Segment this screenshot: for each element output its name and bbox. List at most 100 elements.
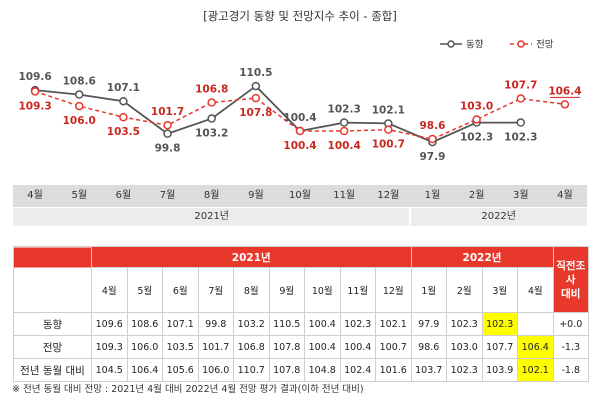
- data-point-1-3: [163, 120, 172, 130]
- footnote: ※ 전년 동월 대비 전망 : 2021년 4월 대비 2022년 4월 전망 …: [12, 384, 364, 395]
- year-separator: [409, 208, 412, 226]
- data-point-0-4: [207, 114, 216, 123]
- month-header: 9월: [268, 267, 305, 313]
- x-tick-label: 4월: [27, 190, 43, 201]
- data-point-0-11: [516, 118, 526, 127]
- data-table: 2021년 2022년 직전조사 대비 4월 5월 6월 7월 8월 9월 10월 11월 12월 1월 2…: [13, 246, 589, 382]
- legend-label-0: 동향: [466, 39, 484, 51]
- table-cell: 99.8: [197, 312, 234, 336]
- table-cell: 105.6: [162, 358, 199, 382]
- data-label-1-9: 98.6: [420, 120, 446, 132]
- data-label-1-3: 101.7: [151, 106, 184, 118]
- x-group-label: 2021년: [194, 211, 230, 222]
- table-cell: 107.1: [162, 312, 199, 336]
- table-cell: 101.7: [197, 335, 234, 359]
- table-header-years: 2021년 2022년 직전조사 대비: [13, 246, 589, 313]
- table-cell: 109.6: [91, 312, 128, 336]
- data-point-1-7: [339, 126, 349, 136]
- month-header: 10월: [304, 267, 341, 313]
- month-header: 7월: [197, 267, 234, 313]
- table-row: 동향 109.6 108.6 107.1 99.8 103.2 110.5 100.4 102.…: [13, 312, 589, 336]
- month-header: 2월: [446, 267, 483, 313]
- x-tick-label: 5월: [71, 190, 88, 201]
- table-cell: 100.4: [304, 312, 341, 336]
- data-point-1-9: [428, 134, 437, 144]
- data-point-0-1: [74, 90, 84, 99]
- data-point-1-4: [207, 98, 216, 107]
- data-label-0-8: 102.1: [372, 104, 405, 116]
- table-cell: 103.2: [233, 312, 270, 336]
- table-cell: 106.0: [197, 358, 234, 382]
- table-cell: 103.7: [410, 358, 447, 382]
- data-label-1-5: 107.8: [239, 107, 272, 119]
- data-point-0-7: [339, 118, 349, 127]
- x-tick-label: 6월: [115, 190, 132, 201]
- table-cell: 107.7: [481, 335, 518, 359]
- data-label-0-1: 108.6: [63, 76, 96, 88]
- data-point-1-8: [384, 125, 393, 134]
- data-point-1-6: [295, 126, 305, 136]
- data-label-0-3: 99.8: [155, 143, 181, 155]
- year-header: 2022년: [410, 246, 554, 268]
- table-cell: 106.8: [233, 335, 270, 359]
- legend-marker-1: [517, 40, 525, 48]
- table-cell: 102.1: [375, 312, 412, 336]
- diff-header-line: 직전조사: [556, 259, 586, 286]
- data-point-0-2: [119, 96, 128, 106]
- data-label-0-9: 97.9: [420, 151, 446, 163]
- table-cell: 110.7: [233, 358, 270, 382]
- data-label-0-6: 100.4: [283, 112, 316, 124]
- table-cell: 106.4: [126, 358, 163, 382]
- table-header-months: 4월 5월 6월 7월 8월 9월 10월 11월 12월 1월 2월 3월 4월: [14, 267, 589, 313]
- data-point-1-5: [251, 93, 261, 103]
- data-point-1-0: [30, 87, 40, 96]
- data-label-0-7: 102.3: [328, 104, 361, 116]
- data-label-1-4: 106.8: [195, 84, 228, 96]
- data-point-1-11: [516, 94, 526, 103]
- data-label-0-11: 102.3: [504, 132, 537, 144]
- data-point-1-10: [472, 115, 481, 124]
- month-header: 6월: [162, 267, 199, 313]
- month-header: 5월: [126, 267, 163, 313]
- month-header: 11월: [339, 267, 376, 313]
- table-cell: 102.3: [446, 312, 483, 336]
- data-label-1-7: 100.4: [328, 140, 361, 152]
- x-tick-label: 1월: [424, 190, 441, 201]
- table-cell: 107.8: [268, 358, 305, 382]
- table-cell: 98.6: [410, 335, 447, 359]
- x-tick-label: 9월: [248, 190, 264, 201]
- diff-value: +0.0: [552, 312, 589, 336]
- year-header: 2021년: [91, 246, 412, 268]
- row-label: 전망: [13, 335, 92, 359]
- table-corner: [13, 246, 92, 313]
- data-label-0-0: 109.6: [18, 71, 51, 83]
- table-cell: 100.7: [375, 335, 412, 359]
- table-cell: 108.6: [126, 312, 163, 336]
- table-cell: 106.0: [126, 335, 163, 359]
- diff-value: -1.3: [552, 335, 589, 359]
- x-tick-label: 10월: [289, 190, 311, 201]
- month-header: 12월: [375, 267, 412, 313]
- table-cell: 110.5: [268, 312, 305, 336]
- x-tick-label: 7월: [159, 190, 176, 201]
- data-label-0-5: 110.5: [239, 67, 272, 79]
- table-cell: [517, 312, 554, 336]
- table-cell: 104.8: [304, 358, 341, 382]
- x-tick-label: 2월: [468, 190, 485, 201]
- data-point-1-1: [74, 101, 84, 111]
- x-tick-label: 4월: [557, 190, 573, 201]
- legend-label-1: 전망: [536, 40, 554, 51]
- x-tick-label: 8월: [203, 190, 220, 201]
- data-label-1-8: 100.7: [372, 139, 405, 151]
- table-cell: 103.5: [162, 335, 199, 359]
- month-header: 8월: [233, 267, 270, 313]
- data-point-0-3: [163, 129, 172, 138]
- table-row: 전망 109.3 106.0 103.5 101.7 106.8 107.8 100.4 100…: [13, 335, 589, 359]
- data-label-1-1: 106.0: [63, 115, 96, 127]
- data-label-1-11: 107.7: [504, 80, 537, 92]
- chart-title: [광고경기 동향 및 전망지수 추이 - 종합]: [203, 9, 397, 23]
- row-label: 전년 동월 대비: [13, 358, 92, 382]
- x-axis-years: 2021년 2022년: [13, 208, 587, 226]
- table-cell: 102.4: [339, 358, 376, 382]
- table-cell: 102.3: [446, 358, 483, 382]
